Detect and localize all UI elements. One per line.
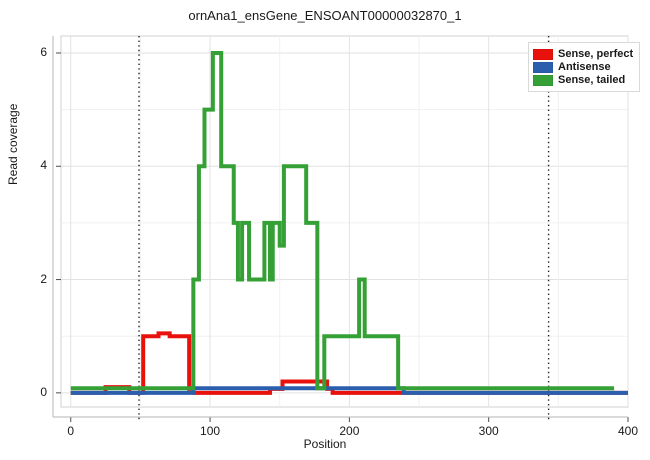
x-axis-label: Position [303,437,347,451]
x-tick-label: 200 [339,424,360,438]
chart-title: ornAna1_ensGene_ENSOANT00000032870_1 [188,8,462,23]
y-tick-label: 4 [40,158,47,173]
chart-legend: Sense, perfect Antisense Sense, tailed [528,42,641,92]
legend-label-sense-perfect: Sense, perfect [558,48,634,60]
series-line-antisense [70,386,628,395]
legend-item: Antisense [533,61,633,73]
y-tick-label: 0 [40,384,47,399]
plot-panel-border [60,35,629,408]
x-tick-label: 0 [67,424,75,438]
legend-swatch-sense-tailed [533,74,553,86]
legend-item: Sense, perfect [533,48,633,60]
series-line-sense-tailed [70,50,615,391]
x-tick-label: 100 [200,424,221,438]
y-tick-label: 6 [40,44,47,59]
legend-label-sense-tailed: Sense, tailed [558,74,626,86]
x-tick-label: 300 [478,424,499,438]
x-tick-label: 400 [617,424,639,438]
legend-swatch-sense-perfect [533,48,553,60]
legend-swatch-antisense [533,61,553,73]
legend-label-antisense: Antisense [558,61,611,73]
legend-item: Sense, tailed [533,74,633,86]
y-tick-label: 2 [40,271,47,286]
